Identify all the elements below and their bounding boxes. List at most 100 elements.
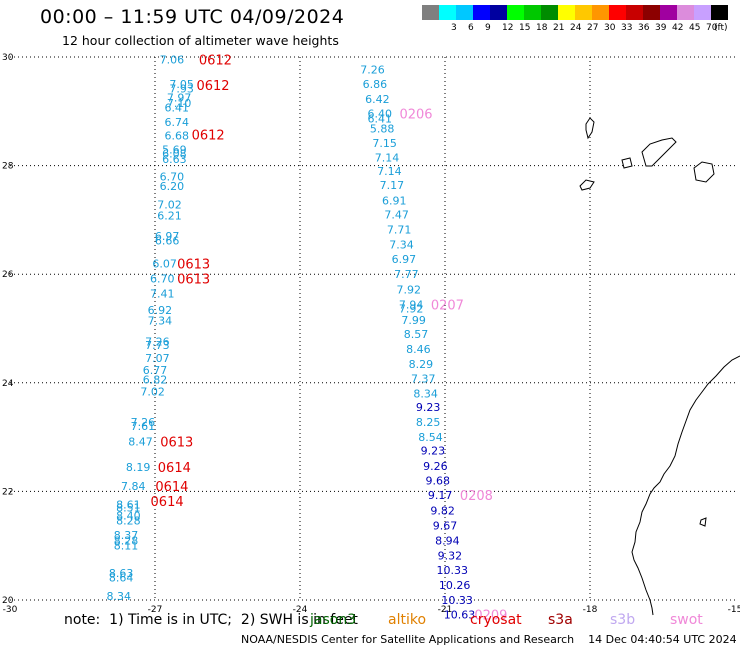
swh-value-label: 6.74: [165, 116, 190, 129]
legend-tick-label: 30: [604, 23, 616, 33]
swh-value-label: 6.21: [157, 210, 182, 223]
swh-value-label: 7.73: [145, 339, 170, 352]
lon-tick-label: -21: [438, 605, 453, 615]
legend-swatch: [422, 5, 439, 20]
swh-value-label: 8.54: [418, 431, 443, 444]
legend-swatch: [660, 5, 677, 20]
legend-tick-label: 27: [587, 23, 599, 33]
swh-value-label: 8.25: [416, 416, 441, 429]
legend-swatch: [694, 5, 711, 20]
swh-value-label: 7.61: [131, 420, 156, 433]
legend-tick-label: 45: [689, 23, 701, 33]
wave-height-labels: 7.067.057.937.977.106.416.746.685.696.08…: [107, 54, 476, 622]
pass-time-label: 0614: [151, 495, 184, 510]
swh-value-label: 9.67: [433, 520, 458, 533]
swh-value-label: 6.86: [363, 78, 388, 91]
satellite-name: cryosat: [470, 612, 522, 628]
swh-value-label: 8.64: [109, 572, 134, 585]
swh-value-label: 6.97: [392, 253, 417, 266]
swh-value-label: 9.17: [428, 489, 453, 502]
legend-swatch: [558, 5, 575, 20]
swh-value-label: 7.84: [121, 480, 146, 493]
island-la-palma: [585, 117, 595, 140]
swh-value-label: 7.97: [167, 92, 192, 105]
swh-value-label: 7.71: [387, 224, 412, 237]
swh-value-label: 8.34: [107, 590, 132, 603]
swh-value-label: 8.37: [114, 529, 139, 542]
lat-tick-label: 20: [2, 596, 14, 606]
legend-tick-label: 33: [621, 23, 633, 33]
lat-tick-label: 22: [2, 487, 13, 497]
note-text: note: 1) Time is in UTC; 2) SWH is in fe…: [64, 612, 358, 628]
legend-swatch: [609, 5, 626, 20]
legend-tick-label: 24: [570, 23, 582, 33]
swh-value-label: 6.82: [143, 374, 168, 387]
swh-value-label: 6.20: [160, 180, 185, 193]
swh-value-label: 7.99: [401, 314, 426, 327]
swh-value-label: 6.68: [165, 130, 190, 143]
swh-value-label: 8.29: [409, 358, 434, 371]
satellite-name: jason3: [310, 612, 357, 628]
swh-value-label: 8.51: [116, 502, 141, 515]
legend-tick-label: 9: [485, 23, 491, 33]
lat-tick-label: 30: [2, 53, 14, 63]
swh-value-label: 6.66: [155, 235, 180, 248]
swh-value-label: 7.02: [157, 199, 182, 212]
swh-value-label: 7.93: [169, 82, 194, 95]
swh-value-label: 5.88: [370, 123, 395, 136]
swh-value-label: 7.34: [148, 314, 173, 327]
legend-swatch: [626, 5, 643, 20]
swh-value-label: 6.41: [165, 101, 190, 114]
swh-value-label: 6.70: [160, 170, 185, 183]
swh-value-label: 7.14: [377, 165, 402, 178]
pass-time-label: 0613: [177, 257, 210, 272]
swh-value-label: 8.47: [128, 435, 153, 448]
swh-value-label: 9.68: [426, 475, 451, 488]
legend-swatch: [456, 5, 473, 20]
pass-time-label: 0612: [192, 129, 225, 144]
swh-value-label: 7.05: [169, 78, 194, 91]
swh-value-label: 5.69: [162, 143, 187, 156]
satellite-name: s3b: [610, 612, 636, 628]
pass-time-label: 0612: [196, 79, 229, 94]
swh-value-label: 6.08: [162, 148, 187, 161]
swh-value-label: 7.94: [399, 299, 424, 312]
lon-tick-label: -18: [583, 605, 598, 615]
swh-value-label: 7.26: [131, 416, 156, 429]
legend-swatch: [575, 5, 592, 20]
legend-swatch: [524, 5, 541, 20]
legend-tick-label: 3: [451, 23, 457, 33]
swh-value-label: 8.28: [116, 515, 141, 528]
swh-value-label: 7.92: [397, 283, 422, 296]
pass-time-label: 0207: [431, 299, 464, 314]
swh-value-label: 9.23: [421, 445, 446, 458]
legend-swatch: [507, 5, 524, 20]
swh-value-label: 7.15: [372, 137, 397, 150]
island-gran-canaria: [693, 161, 715, 183]
legend-tick-label: 42: [672, 23, 684, 33]
swh-value-label: 7.92: [399, 302, 424, 315]
swh-value-label: 9.32: [438, 549, 463, 562]
swh-value-label: 10.26: [439, 579, 471, 592]
satellite-name: swot: [670, 612, 703, 628]
swh-value-label: 6.91: [382, 194, 407, 207]
swh-value-label: 6.42: [365, 93, 390, 106]
swh-value-label: 6.77: [143, 364, 168, 377]
swh-value-label: 6.92: [148, 304, 173, 317]
pass-time-label: 0612: [199, 54, 232, 69]
legend-swatch: [490, 5, 507, 20]
lon-tick-label: -15: [728, 605, 740, 615]
swh-value-label: 8.28: [114, 534, 139, 547]
swh-value-label: 8.19: [126, 461, 151, 474]
swh-value-label: 6.70: [150, 273, 175, 286]
swh-value-label: 8.61: [116, 498, 141, 511]
pass-time-label: 0206: [399, 107, 432, 122]
legend-swatch: [541, 5, 558, 20]
pass-time-labels: 0612061206120613061306130614061406140206…: [151, 54, 508, 624]
swh-value-label: 9.26: [423, 460, 448, 473]
satellite-name: altiko: [388, 612, 427, 628]
island-tenerife: [641, 137, 677, 167]
swh-value-label: 7.34: [389, 238, 414, 251]
